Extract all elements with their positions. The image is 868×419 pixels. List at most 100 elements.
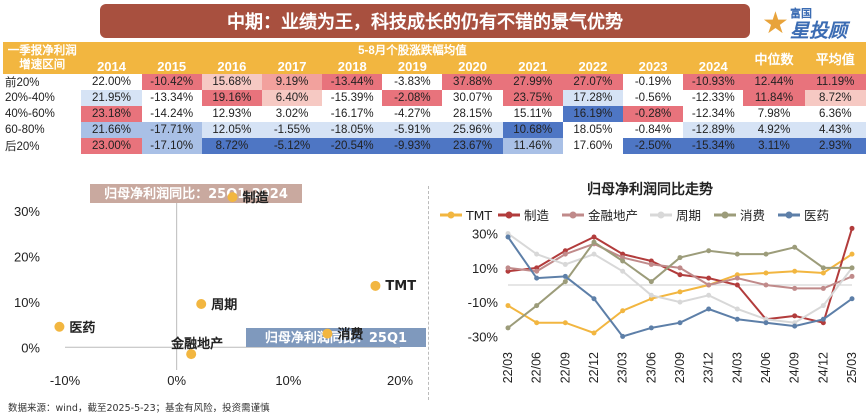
table-cell: -10.42%: [141, 74, 202, 90]
table-cell: -5.91%: [382, 122, 443, 138]
scatter-ytick: 30%: [14, 204, 40, 219]
table-cell: -0.56%: [622, 90, 684, 106]
line-xtick: 24/09: [788, 352, 802, 383]
series-point: [734, 316, 740, 322]
series-point: [763, 320, 769, 326]
banner-title: 中期：业绩为王，科技成长的仍有不错的景气优势: [227, 12, 623, 33]
line-xtick: 23/12: [702, 352, 716, 383]
line-xtick: 25/03: [845, 352, 859, 383]
series-point: [648, 279, 654, 285]
series-point: [849, 251, 855, 257]
group-header: 5-8月个股涨跌幅均值: [81, 42, 744, 58]
line-xtick: 24/12: [816, 352, 830, 383]
series-point: [648, 296, 654, 302]
scatter-xtick: 10%: [275, 373, 301, 388]
table-cell: 19.16%: [201, 90, 262, 106]
series-point: [534, 268, 540, 274]
table-row: 20%-40% 21.95% -13.34% 19.16% 6.40% -15.39% -2…: [3, 90, 866, 106]
year-header-2014: 2014: [81, 58, 142, 74]
line-xtick: 24/03: [730, 352, 744, 383]
table-cell: 11.84%: [743, 90, 805, 106]
table-cell: 23.18%: [81, 106, 142, 122]
scatter-point-label: 消费: [337, 327, 363, 343]
table-cell: -3.83%: [382, 74, 443, 90]
corner-header: 一季报净利润增速区间: [3, 42, 82, 74]
series-point: [677, 255, 683, 261]
table-cell: -20.54%: [322, 138, 383, 154]
table-cell: 3.02%: [261, 106, 323, 122]
table-cell: -13.34%: [141, 90, 202, 106]
table-cell: 17.60%: [562, 138, 623, 154]
table-cell: 23.75%: [502, 90, 563, 106]
series-point: [820, 303, 826, 309]
table-cell: 15.11%: [502, 106, 563, 122]
table-cell: 15.68%: [201, 74, 262, 90]
line-xtick: 23/09: [673, 352, 687, 383]
legend-marker: [569, 211, 577, 219]
table-cell: -2.50%: [622, 138, 684, 154]
series-point: [562, 248, 568, 254]
line-ytick: -10%: [468, 295, 499, 310]
line-xtick: 23/06: [644, 352, 658, 383]
legend-marker: [447, 211, 455, 219]
series-point: [820, 320, 826, 326]
series-point: [706, 248, 712, 254]
scatter-point-label: 医药: [69, 320, 95, 336]
series-point: [706, 306, 712, 312]
line-xtick: 23/03: [616, 352, 630, 383]
series-point: [734, 251, 740, 257]
scatter-ytick: 20%: [14, 249, 40, 264]
series-point: [620, 258, 626, 264]
table-cell: 22.00%: [81, 74, 142, 90]
table-cell: -1.55%: [261, 122, 323, 138]
table-cell: -9.93%: [382, 138, 443, 154]
series-point: [763, 251, 769, 257]
table-cell: 17.28%: [562, 90, 623, 106]
series-point: [763, 270, 769, 276]
table-cell: -5.12%: [261, 138, 323, 154]
series-point: [763, 316, 769, 322]
legend-label: 金融地产: [588, 208, 638, 223]
series-point: [706, 292, 712, 298]
table-cell: -2.08%: [382, 90, 443, 106]
table-cell: -12.34%: [683, 106, 744, 122]
row-label: 前20%: [3, 74, 82, 90]
series-point: [849, 225, 855, 231]
line-xtick: 22/03: [501, 352, 515, 383]
scatter-xtick: 0%: [167, 373, 186, 388]
series-point: [820, 285, 826, 291]
scatter-point: [54, 321, 65, 332]
series-point: [505, 325, 511, 331]
series-point: [763, 282, 769, 288]
series-point: [591, 296, 597, 302]
table-cell: 12.93%: [201, 106, 262, 122]
series-point: [792, 313, 798, 319]
source-note: 数据来源：wind，截至2025-5-23；基金有风险，投资需谨慎: [8, 403, 270, 414]
series-point: [620, 308, 626, 314]
table-cell: -14.24%: [141, 106, 202, 122]
table-cell: 12.05%: [201, 122, 262, 138]
year-header-2019: 2019: [382, 58, 443, 74]
year-header-2020: 2020: [442, 58, 503, 74]
legend-label: 医药: [804, 208, 829, 223]
table-row: 前20% 22.00% -10.42% 15.68% 9.19% -13.44% -3.83…: [3, 74, 866, 90]
table-cell: -12.33%: [683, 90, 744, 106]
line-xtick: 24/06: [759, 352, 773, 383]
returns-table: 一季报净利润增速区间 5-8月个股涨跌幅均值 中位数 平均值 2014 2015 2…: [3, 42, 866, 154]
series-point: [792, 320, 798, 326]
table-cell: -18.05%: [322, 122, 383, 138]
series-point: [591, 251, 597, 257]
line-ytick: 10%: [472, 261, 498, 276]
table-cell: 10.68%: [502, 122, 563, 138]
table-row: 后20% 23.00% -17.10% 8.72% -5.12% -20.54% -9.93…: [3, 138, 866, 154]
series-point: [734, 275, 740, 281]
series-point: [706, 275, 712, 281]
table-cell: -0.84%: [622, 122, 684, 138]
series-point: [562, 320, 568, 326]
table-cell: -17.10%: [141, 138, 202, 154]
series-point: [734, 272, 740, 278]
table-cell: 23.00%: [81, 138, 142, 154]
legend-marker: [785, 211, 793, 219]
line-xtick: 22/12: [587, 352, 601, 383]
table-cell: 25.96%: [442, 122, 503, 138]
